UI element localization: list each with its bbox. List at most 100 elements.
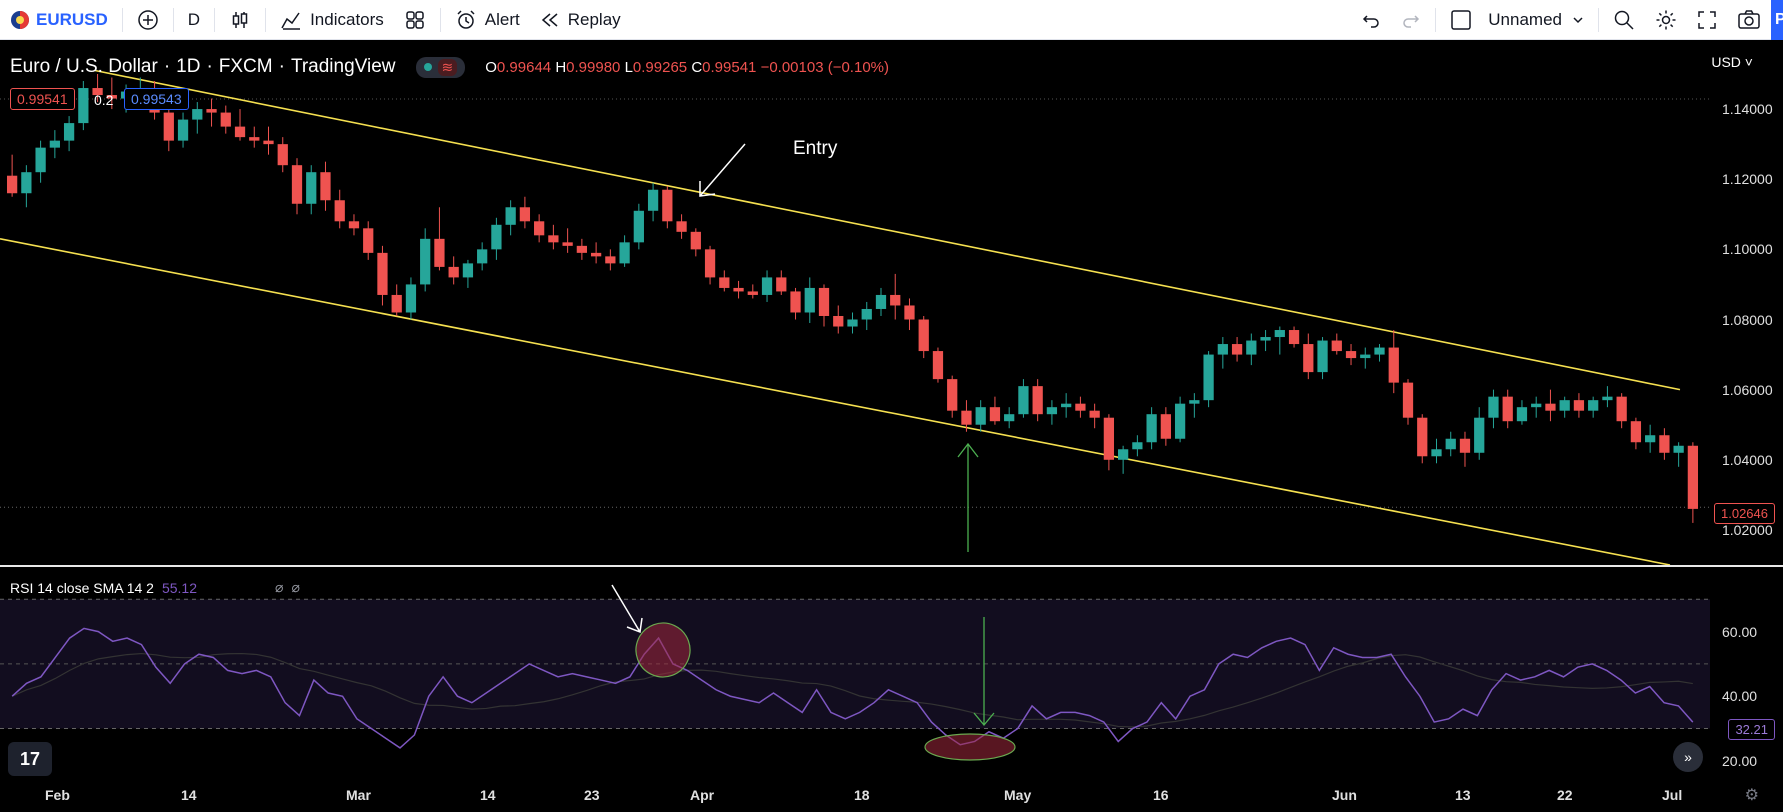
spread-value: 0.2 [94,92,114,108]
market-status[interactable]: ≋ [415,56,466,78]
tradingview-logo[interactable]: 17 [8,742,52,776]
fullscreen-button[interactable] [1687,0,1727,40]
candle-body [1573,400,1585,411]
search-icon [1613,9,1635,31]
candle-body [576,245,587,253]
candle-body [1203,354,1214,401]
candle-body [1459,438,1471,453]
candle-body [377,252,388,295]
rsi-value: 55.12 [161,579,198,596]
candle-body [719,277,730,288]
rsi-chart[interactable] [0,567,1783,777]
candle-body [690,231,701,250]
candle-body [220,112,231,127]
entry-arrow-line [699,143,746,197]
rsi-down-arrow-head [973,712,995,727]
time-tick-label: Apr [690,787,715,803]
toolbar-right: Unnamed P [1351,0,1783,40]
rsi-line [11,627,1694,749]
candle-body [206,109,217,113]
scroll-to-realtime-button[interactable]: » [1673,742,1703,772]
pane-separator[interactable] [0,565,1783,567]
close-value: 0.99541 [702,58,757,76]
buy-price: 0.99543 [131,91,182,107]
divider [439,7,441,32]
time-tick-label: 14 [480,787,496,803]
search-button[interactable] [1603,0,1645,40]
candle-body [776,277,787,292]
candle-body [1645,435,1656,443]
sell-price: 0.99541 [17,91,68,107]
divider [265,7,267,32]
snapshot-button[interactable] [1727,0,1771,40]
candle-body [1118,449,1129,460]
chevron-down-icon [1572,14,1584,26]
chart-type-button[interactable] [219,0,261,40]
redo-icon [1401,10,1421,30]
sell-button[interactable]: 0.99541 [10,88,75,110]
lower-channel-line [0,238,1671,565]
candle-body [1331,340,1342,352]
ohlc-values: O0.99644 H0.99980 L0.99265 C0.99541 −0.0… [485,59,889,76]
candle-body [177,119,189,141]
candle-body [704,249,716,278]
candle-body [534,221,545,236]
undo-button[interactable] [1351,0,1391,40]
compare-button[interactable] [127,0,169,40]
layout-square-icon [1450,9,1472,31]
candle-body [1231,344,1243,355]
candle-body [619,242,630,264]
interval-button[interactable]: D [178,0,210,40]
main-chart-pane[interactable]: Euro / U.S. Dollar · 1D · FXCM · Trading… [0,44,1783,565]
rsi-pane[interactable]: RSI 14 close SMA 14 2 55.12 ⌀ ⌀ 60.00 40.… [0,567,1783,777]
publish-button[interactable]: P [1771,0,1783,40]
candle-body [291,165,303,204]
candle-body [904,305,915,320]
rsi-low-highlight [924,733,1016,761]
rsi-label: RSI 14 close SMA 14 2 [10,579,154,596]
last-price-label: 1.02646 [1714,503,1775,524]
candle-body [448,266,459,278]
alert-button[interactable]: Alert [445,0,530,40]
buy-button[interactable]: 0.99543 [124,88,189,110]
candle-body [1089,410,1100,418]
settings-button[interactable] [1645,0,1687,40]
layout-name: Unnamed [1488,9,1562,29]
close-label: C [691,58,703,76]
price-tick-label: 1.04000 [1722,451,1773,468]
candle-body [163,112,174,141]
indicators-button[interactable]: Indicators [270,0,394,40]
candle-body [1317,340,1328,373]
templates-button[interactable] [394,0,436,40]
candle-body [306,172,317,204]
settings-icon[interactable]: ⌀ [291,579,300,595]
status-dot-icon [423,63,432,71]
entry-arrow-head [699,181,716,197]
time-tick-label: 14 [181,787,197,803]
rsi-arrow-line [611,584,641,633]
rsi-tick-label: 40.00 [1722,688,1758,705]
candle-body [733,287,744,292]
time-axis[interactable]: Feb 14 Mar 14 23 Apr 18 May 16 Jun 13 22 Jul ⚙ [0,777,1783,812]
legend-source: TradingView [290,56,396,77]
candle-body [63,123,75,141]
price-chart[interactable] [0,44,1783,565]
rewind-icon [540,10,560,30]
change-value: −0.00103 (−0.10%) [760,58,889,76]
currency-selector[interactable]: USD ˅ [1711,54,1753,70]
candle-body [1132,442,1143,450]
symbol-search-button[interactable]: EURUSD [0,0,118,40]
candle-body [1673,445,1684,453]
divider [1435,7,1437,32]
replay-label: Replay [567,9,621,29]
replay-button[interactable]: Replay [530,0,631,40]
gear-icon[interactable]: ⚙ [1744,787,1759,804]
entry-annotation: Entry [793,138,838,159]
candle-body [1004,414,1015,422]
redo-button[interactable] [1391,0,1431,40]
rsi-tick-label: 60.00 [1722,623,1758,640]
candle-body [1046,407,1058,415]
layout-button[interactable]: Unnamed [1440,0,1594,40]
hide-icon[interactable]: ⌀ [275,579,284,595]
candle-body [1288,330,1300,345]
